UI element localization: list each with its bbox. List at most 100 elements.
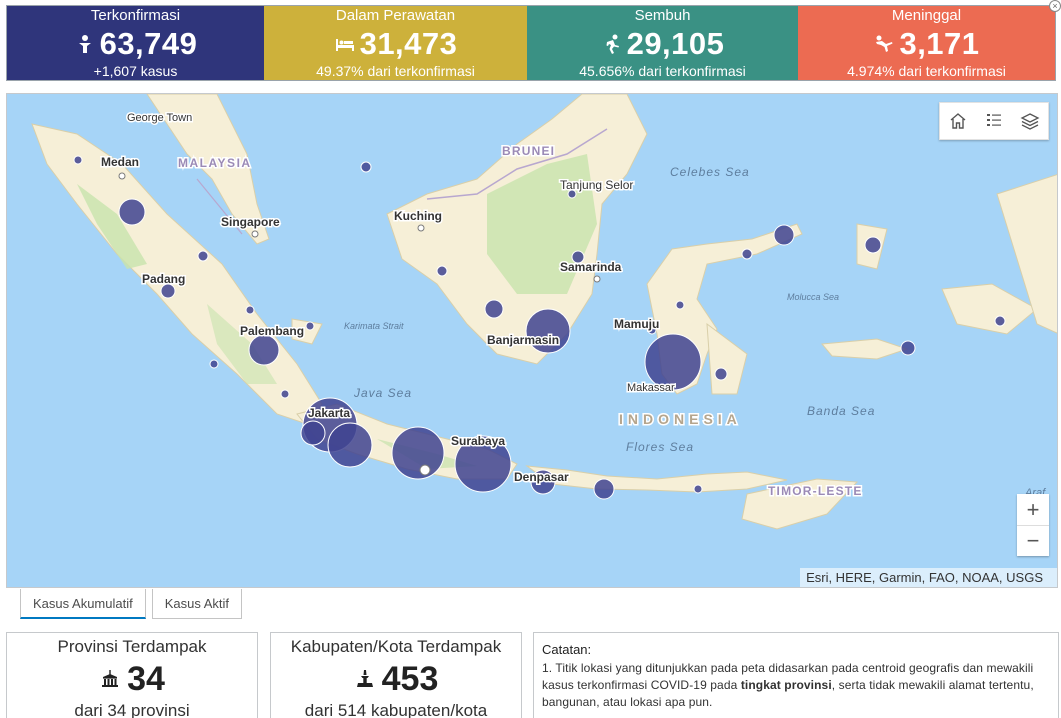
home-button[interactable] [940,103,976,139]
label-singapore: Singapore [221,215,280,229]
case-bubble[interactable] [118,198,146,226]
label-medan: Medan [101,155,139,169]
label-timor-leste: TIMOR-LESTE [768,484,863,498]
case-bubble[interactable] [567,189,577,199]
label-mamuju: Mamuju [614,317,659,331]
case-bubble[interactable] [644,333,702,391]
label-jakarta: Jakarta [308,406,350,420]
list-icon [987,114,1001,126]
notes-panel: Catatan: 1. Titik lokasi yang ditunjukka… [533,632,1059,718]
case-bubble[interactable] [197,250,209,262]
card-regencies-value: 453 [381,660,439,698]
label-george-town: George Town [127,112,192,124]
zoom-out-button[interactable]: − [1017,525,1049,556]
case-bubble[interactable] [994,315,1006,327]
label-banda-sea: Banda Sea [807,404,875,418]
kpi-recovered: Sembuh 29,105 45.656% dari terkonfirmasi [527,6,798,80]
zoom-in-button[interactable]: + [1026,496,1040,522]
map-toolbar [939,102,1049,140]
case-bubble[interactable] [484,299,504,319]
card-regencies-title: Kabupaten/Kota Terdampak [290,637,502,656]
case-bubble[interactable] [693,484,703,494]
case-bubble[interactable] [773,224,795,246]
layers-button[interactable] [1012,103,1048,139]
case-bubble[interactable] [327,422,373,468]
label-karimata-strait: Karimata Strait [344,321,404,331]
map-view[interactable]: George Town Medan MALAYSIA Singapore Pad… [6,93,1058,588]
label-brunei: BRUNEI [502,144,555,158]
case-bubble[interactable] [864,236,882,254]
hospital-bed-icon [335,39,354,51]
card-provinces-value: 34 [127,660,165,698]
kpi-strip: Terkonfirmasi 63,749 +1,607 kasus Dalam … [6,5,1056,81]
legend-button[interactable] [976,103,1012,139]
kpi-treatment-title: Dalam Perawatan [335,7,456,24]
case-bubbles[interactable] [73,155,1006,500]
kpi-confirmed-sub: +1,607 kasus [93,63,178,79]
case-bubble[interactable] [391,426,445,480]
case-bubble[interactable] [675,300,685,310]
label-indonesia: INDONESIA [619,411,742,427]
label-banjarmasin: Banjarmasin [487,333,559,347]
view-tabs: Kasus Akumulatif Kasus Aktif [20,589,243,619]
case-bubble[interactable] [530,469,556,495]
layers-icon [1020,113,1040,130]
kpi-deaths-title: Meninggal [891,7,962,24]
kpi-recovered-sub: 45.656% dari terkonfirmasi [579,63,746,79]
notes-title: Catatan: [542,642,592,657]
notes-highlight: tingkat provinsi [740,678,832,692]
case-bubble[interactable] [73,155,83,165]
label-malaysia: MALAYSIA [178,156,252,170]
falling-person-icon [876,35,893,52]
label-padang: Padang [142,272,185,286]
case-bubble[interactable] [360,161,372,173]
label-celebes-sea: Celebes Sea [670,165,750,179]
case-bubble[interactable] [714,367,728,381]
card-provinces: Provinsi Terdampak 34 dari 34 provinsi [6,632,258,718]
label-palembang: Palembang [240,324,304,338]
case-bubble[interactable] [300,420,326,446]
monument-icon [356,670,373,687]
map-labels: George Town Medan MALAYSIA Singapore Pad… [100,111,1047,500]
kpi-deaths: Meninggal 3,171 4.974% dari terkonfirmas… [798,6,1055,80]
label-java-sea: Java Sea [353,386,412,400]
map-attribution: Esri, HERE, Garmin, FAO, NOAA, USGS [800,568,1057,587]
tab-kasus-aktif[interactable]: Kasus Aktif [151,589,243,619]
case-bubble[interactable] [245,305,255,315]
label-kuching: Kuching [394,209,442,223]
case-bubble[interactable] [593,478,615,500]
case-bubble[interactable] [647,325,657,335]
close-icon[interactable]: × [1049,0,1061,12]
case-bubble[interactable] [209,359,219,369]
basemap [7,94,1057,587]
government-building-icon [102,670,119,687]
label-denpasar: Denpasar [514,470,569,484]
case-bubble[interactable] [436,265,448,277]
tab-kasus-akumulatif[interactable]: Kasus Akumulatif [20,589,146,619]
label-tanjung-selor: Tanjung Selor [560,178,633,192]
kpi-treatment: Dalam Perawatan 31,473 49.37% dari terko… [264,6,527,80]
kpi-treatment-value: 31,473 [359,26,458,61]
notes-text: 1. Titik lokasi yang ditunjukkan pada pe… [542,661,1034,709]
label-makassar: Makassar [627,382,675,394]
card-regencies-sub: dari 514 kabupaten/kota [304,701,488,718]
person-icon [78,35,91,53]
label-molucca-sea: Molucca Sea [787,292,839,302]
case-bubble[interactable] [305,321,315,331]
kpi-recovered-title: Sembuh [634,7,691,24]
case-bubble[interactable] [900,340,916,356]
case-bubble[interactable] [160,283,176,299]
case-bubble[interactable] [454,435,512,493]
case-bubble[interactable] [248,334,280,366]
running-person-icon [606,34,619,54]
home-icon [950,113,966,129]
case-bubble[interactable] [280,389,290,399]
label-surabaya: Surabaya [451,434,505,448]
case-bubble[interactable] [525,308,571,354]
kpi-confirmed-title: Terkonfirmasi [90,7,181,24]
card-provinces-title: Provinsi Terdampak [57,637,207,656]
kpi-treatment-sub: 49.37% dari terkonfirmasi [316,63,475,79]
case-bubble[interactable] [571,250,585,264]
case-bubble[interactable] [741,248,753,260]
